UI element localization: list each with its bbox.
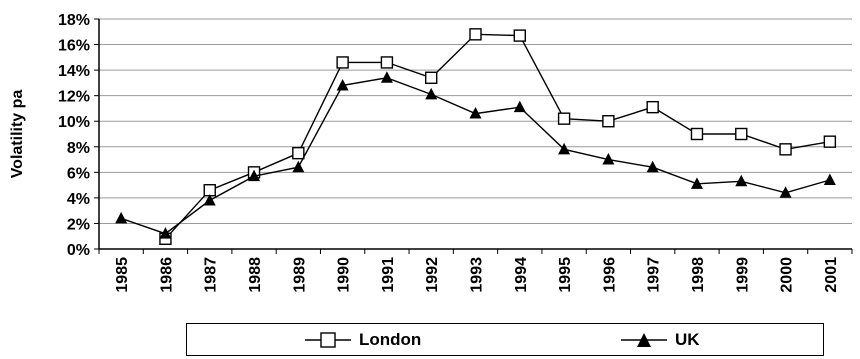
axes: [94, 18, 853, 254]
data-point-london: [513, 29, 526, 42]
y-tick-label: 6%: [67, 165, 90, 182]
x-tick-label: 1988: [247, 257, 264, 293]
data-point-london: [646, 100, 659, 114]
gridlines: [99, 18, 852, 224]
data-point-uk: [690, 177, 703, 189]
data-point-london: [779, 143, 792, 156]
x-tick-label: 1986: [158, 257, 175, 293]
data-point-london: [425, 71, 438, 84]
data-point-uk: [115, 211, 128, 224]
data-point-uk: [823, 173, 836, 185]
x-tick-label: 1991: [380, 257, 397, 293]
data-point-london: [557, 112, 571, 125]
y-tick-label: 4%: [67, 191, 90, 208]
y-tick-label: 14%: [58, 63, 90, 80]
data-point-london: [602, 115, 615, 128]
x-tick-label: 1999: [734, 257, 751, 293]
data-point-uk: [159, 227, 172, 239]
y-tick-label: 10%: [58, 114, 90, 131]
data-point-uk: [469, 107, 482, 119]
x-tick-label: 1990: [336, 257, 353, 293]
x-tick-label: 1993: [469, 257, 486, 293]
x-tick-label: 2001: [823, 257, 840, 293]
y-tick-label: 8%: [67, 140, 90, 157]
data-point-uk: [735, 174, 748, 187]
y-tick-label: 2%: [67, 216, 90, 233]
open-square-marker-icon: [305, 332, 351, 348]
legend-label-uk: UK: [675, 330, 700, 349]
x-axis-ticks: 1985 1986 1987 1988 1989 1990 1991 1992 1993 1994…: [114, 257, 840, 293]
data-point-london: [690, 127, 704, 141]
x-tick-label: 1995: [557, 257, 574, 293]
filled-triangle-marker-icon: [621, 333, 667, 347]
legend-item-uk: UK: [621, 329, 700, 351]
data-point-uk: [292, 160, 305, 173]
data-point-uk: [336, 78, 349, 91]
data-point-uk: [779, 186, 792, 198]
series-group: [115, 28, 837, 245]
data-point-uk: [602, 153, 615, 165]
data-point-london: [735, 127, 748, 141]
x-tick-label: 1987: [203, 257, 220, 293]
x-tick-label: 1989: [291, 257, 308, 293]
data-point-london: [823, 135, 837, 148]
data-point-london: [469, 28, 482, 41]
data-point-uk: [248, 169, 261, 182]
data-point-london: [292, 146, 305, 160]
y-tick-label: 12%: [58, 89, 90, 106]
data-point-uk: [558, 142, 571, 155]
x-tick-label: 1992: [424, 257, 441, 293]
series-line-uk: [120, 77, 831, 235]
x-tick-label: 1994: [513, 257, 530, 293]
line-chart: 0%2%4%6%8%10%12%14%16%18% 1985 1986 1987 19…: [9, 12, 853, 293]
y-axis-ticks: 0% 2% 4% 6% 8% 10% 12% 14% 16% 18%: [58, 12, 90, 259]
x-tick-label: 1985: [114, 257, 131, 293]
series-london: [159, 28, 837, 245]
x-tick-label: 1998: [690, 257, 707, 293]
y-tick-label: 16%: [58, 38, 90, 55]
data-point-uk: [425, 87, 438, 100]
y-tick-label: 18%: [58, 12, 90, 29]
x-tick-label: 2000: [779, 257, 796, 293]
data-point-uk: [513, 100, 526, 113]
series-uk: [115, 71, 836, 239]
legend-label-london: London: [359, 330, 422, 349]
data-point-uk: [380, 71, 393, 83]
legend: London UK: [186, 323, 824, 356]
data-point-london: [380, 56, 394, 69]
x-tick-label: 1996: [601, 257, 618, 293]
data-point-uk: [646, 160, 659, 173]
series-line-london: [164, 33, 831, 240]
x-tick-label: 1997: [646, 257, 663, 293]
y-axis-title: Volatility pa: [9, 90, 26, 179]
y-tick-label: 0%: [67, 242, 90, 259]
legend-item-london: London: [305, 329, 421, 351]
data-point-london: [336, 56, 349, 69]
data-point-uk: [203, 193, 216, 206]
